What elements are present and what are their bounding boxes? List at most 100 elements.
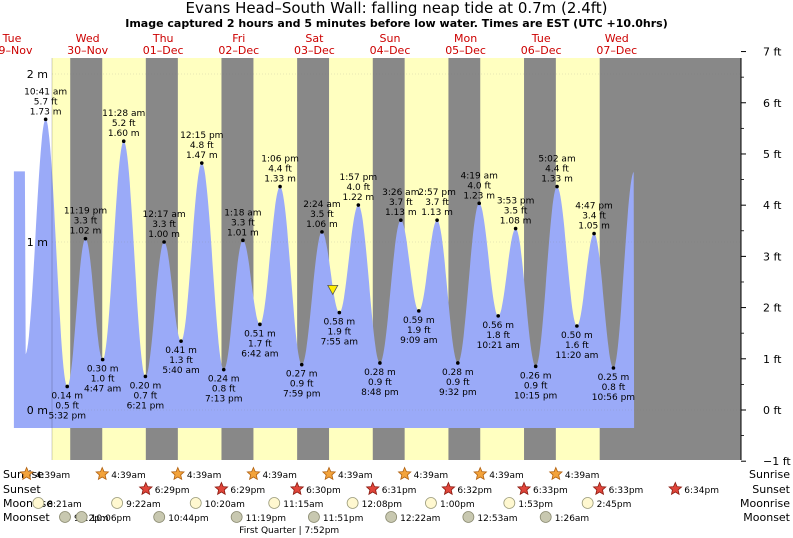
tide-point bbox=[121, 139, 126, 143]
tide-point bbox=[65, 384, 70, 389]
moonset-time: 1:26am bbox=[555, 514, 590, 524]
high-tide-marker: 12:17 am3.3 ft1.00 m bbox=[143, 210, 186, 244]
tide-feet-label: 1.8 ft bbox=[486, 331, 510, 341]
high-tide-marker: 12:15 pm4.8 ft1.47 m bbox=[180, 131, 223, 165]
tide-metres-label: 0.58 m bbox=[324, 318, 356, 328]
tide-time-label: 6:21 pm bbox=[127, 401, 165, 411]
sunset-row-label-right: Sunset bbox=[752, 483, 790, 496]
right-tick-label: 4 ft bbox=[763, 199, 782, 212]
low-tide-marker: 0.24 m0.8 ft7:13 pm bbox=[205, 367, 243, 405]
tide-point bbox=[575, 324, 579, 328]
current-tide-icon bbox=[327, 285, 339, 296]
sunset-icon bbox=[668, 481, 683, 496]
tide-point bbox=[43, 117, 48, 122]
tide-feet-label: 3.5 ft bbox=[504, 207, 528, 217]
sunrise-icon bbox=[19, 466, 34, 481]
high-tide-marker: 4:19 am4.0 ft1.23 m bbox=[461, 171, 498, 206]
tide-feet-label: 3.3 ft bbox=[231, 218, 255, 228]
tide-time-label: 7:55 am bbox=[321, 338, 358, 348]
sunrise-time: 4:39am bbox=[338, 471, 373, 481]
tide-point bbox=[143, 374, 148, 379]
tide-metres-label: 0.56 m bbox=[482, 321, 514, 331]
right-tick-label: −1 ft bbox=[763, 455, 791, 468]
tide-time-label: 10:15 pm bbox=[514, 391, 557, 401]
sunrise-time: 4:39am bbox=[565, 471, 600, 481]
tide-metres-label: 1.47 m bbox=[186, 151, 218, 161]
moonrise-item: 11:15am bbox=[268, 497, 323, 510]
moonset-item: 12:53am bbox=[462, 511, 518, 524]
sunset-item: 6:29pm bbox=[138, 481, 190, 496]
tide-point bbox=[435, 218, 439, 222]
sunrise-item: 4:39am bbox=[95, 466, 146, 481]
tide-curve bbox=[13, 119, 635, 429]
tide-metres-label: 0.51 m bbox=[244, 329, 276, 339]
tide-metres-label: 1.06 m bbox=[306, 220, 338, 230]
tide-metres-label: 0.30 m bbox=[87, 365, 119, 375]
tide-point bbox=[337, 310, 342, 315]
low-tide-marker: 0.30 m1.0 ft4:47 am bbox=[84, 357, 121, 395]
moonrise-row-label: Moonrise bbox=[3, 497, 53, 510]
tide-point bbox=[417, 309, 421, 313]
tide-time-label: 10:56 pm bbox=[592, 393, 635, 403]
moonset-icon bbox=[308, 511, 320, 523]
tide-point bbox=[496, 314, 501, 318]
high-tide-marker: 10:41 am5.7 ft1.73 m bbox=[24, 87, 67, 122]
tide-feet-label: 0.5 ft bbox=[55, 401, 79, 411]
moonrise-time: 8:21am bbox=[47, 500, 82, 510]
tide-metres-label: 0.27 m bbox=[286, 370, 318, 380]
tide-time-label: 4:19 am bbox=[461, 171, 498, 181]
moonset-icon bbox=[153, 511, 166, 523]
sunset-icon bbox=[516, 481, 532, 496]
moonrise-item: 2:45pm bbox=[581, 497, 632, 510]
day-date-label: 07–Dec bbox=[596, 44, 637, 57]
tide-feet-label: 1.9 ft bbox=[407, 326, 431, 336]
tide-time-label: 10:21 am bbox=[477, 341, 520, 351]
tide-point bbox=[278, 184, 282, 189]
sunset-icon bbox=[289, 481, 305, 496]
left-tick-label: 2 m bbox=[27, 68, 48, 81]
tide-feet-label: 3.3 ft bbox=[152, 220, 176, 230]
tide-time-label: 3:26 am bbox=[382, 188, 419, 198]
low-tide-marker: 0.59 m1.9 ft9:09 am bbox=[400, 309, 438, 346]
moonset-icon bbox=[230, 511, 243, 523]
tide-point bbox=[477, 201, 482, 206]
tide-time-label: 1:06 pm bbox=[261, 155, 299, 165]
tide-feet-label: 4.4 ft bbox=[545, 165, 569, 175]
moonset-time: 10:06pm bbox=[91, 514, 131, 524]
tide-metres-label: 0.41 m bbox=[165, 346, 197, 356]
moonrise-icon bbox=[189, 497, 202, 509]
sunrise-icon bbox=[170, 466, 185, 481]
moonrise-time: 10:20am bbox=[205, 500, 245, 510]
day-name-label: Wed bbox=[76, 32, 100, 45]
tide-time-label: 3:53 pm bbox=[497, 197, 535, 207]
moonset-time: 12:53am bbox=[477, 514, 517, 524]
sunset-time: 6:30pm bbox=[306, 486, 341, 496]
moonset-item: 9:22pm bbox=[59, 511, 109, 524]
tide-feet-label: 0.9 ft bbox=[368, 378, 392, 388]
moonset-item: 10:06pm bbox=[75, 511, 131, 524]
sunset-time: 6:34pm bbox=[684, 486, 719, 496]
tide-feet-label: 4.8 ft bbox=[190, 141, 214, 151]
current-tide: falling neap tide at 0.7m (2.4ft) bbox=[327, 285, 339, 296]
sunrise-icon bbox=[548, 466, 563, 481]
sunrise-item: 4:39am bbox=[321, 466, 373, 481]
tide-time-label: 1:57 pm bbox=[340, 173, 378, 183]
high-tide-marker: 3:26 am3.7 ft1.13 m bbox=[382, 188, 419, 222]
tide-metres-label: 0.14 m bbox=[51, 391, 83, 401]
moonrise-item: 1:53pm bbox=[503, 497, 553, 510]
sunrise-icon bbox=[95, 466, 110, 481]
right-tick-label: 0 ft bbox=[763, 404, 782, 417]
day-date-label: 03–Dec bbox=[294, 44, 335, 57]
sunset-time: 6:29pm bbox=[230, 486, 265, 496]
tide-metres-label: 0.26 m bbox=[520, 371, 552, 381]
sunset-icon bbox=[592, 481, 607, 496]
tide-point bbox=[533, 364, 538, 369]
low-tide-marker: 0.14 m0.5 ft5:32 pm bbox=[48, 384, 86, 421]
high-tide-marker: 11:28 am5.2 ft1.60 m bbox=[102, 109, 145, 143]
moonset-time: 11:51pm bbox=[323, 514, 363, 524]
moonset-time: 10:44pm bbox=[168, 514, 208, 524]
moonrise-time: 2:45pm bbox=[597, 500, 632, 510]
tide-metres-label: 0.50 m bbox=[561, 331, 593, 341]
moonrise-icon bbox=[503, 497, 516, 509]
